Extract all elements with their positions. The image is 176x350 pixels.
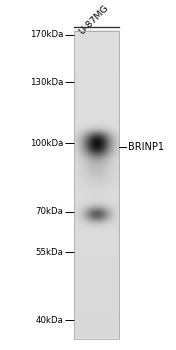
Text: 100kDa: 100kDa <box>30 139 64 148</box>
Text: 40kDa: 40kDa <box>36 316 64 325</box>
Text: 130kDa: 130kDa <box>30 78 64 87</box>
Text: 170kDa: 170kDa <box>30 30 64 39</box>
Text: 55kDa: 55kDa <box>36 248 64 257</box>
Text: BRINP1: BRINP1 <box>128 142 164 152</box>
Text: 70kDa: 70kDa <box>36 207 64 216</box>
Bar <box>74 31 120 339</box>
Text: U-87MG: U-87MG <box>77 4 110 37</box>
